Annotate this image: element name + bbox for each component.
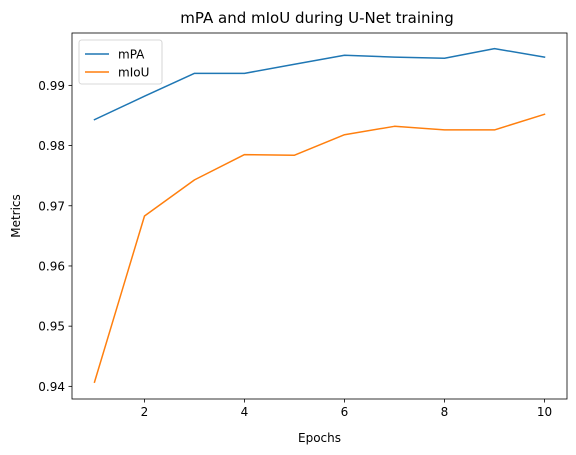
legend-box <box>78 39 163 85</box>
legend: mPA mIoU <box>78 39 163 85</box>
y-tick-label: 0.97 <box>38 199 65 213</box>
y-tick-label: 0.96 <box>38 259 65 273</box>
y-axis-label: Metrics <box>9 194 23 238</box>
legend-label-mpa: mPA <box>118 48 145 62</box>
series-line-miou <box>93 113 546 384</box>
chart-title: mPA and mIoU during U-Net training <box>180 9 453 27</box>
y-tick-label: 0.98 <box>38 139 65 153</box>
series-group <box>93 47 546 384</box>
y-tick-label: 0.95 <box>38 320 65 334</box>
series-line-mpa <box>93 47 546 121</box>
x-tick-label: 6 <box>341 405 349 419</box>
x-tick-label: 2 <box>141 405 149 419</box>
plot-area <box>71 32 568 400</box>
y-tick-label: 0.94 <box>38 380 65 394</box>
x-tick-label: 8 <box>441 405 449 419</box>
y-tick-label: 0.99 <box>38 79 65 93</box>
x-tick-label: 10 <box>537 405 552 419</box>
x-axis-label: Epochs <box>298 431 341 445</box>
x-tick-label: 4 <box>241 405 249 419</box>
legend-label-miou: mIoU <box>118 66 149 80</box>
y-axis: 0.94 0.95 0.96 0.97 0.98 0.99 <box>38 79 72 394</box>
x-axis: 2 4 6 8 10 <box>141 399 552 419</box>
